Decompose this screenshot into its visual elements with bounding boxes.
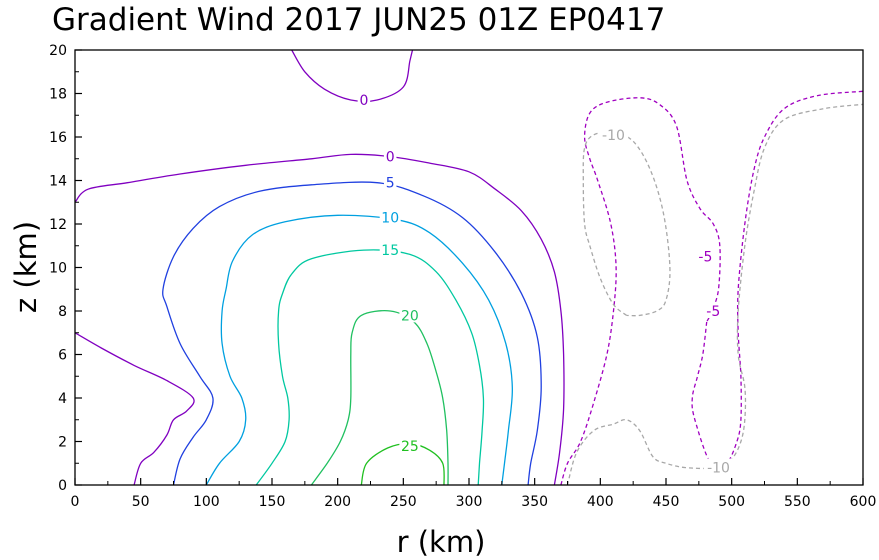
contour-line-5	[255, 249, 485, 485]
contour-label-bg-3	[383, 173, 397, 190]
x-tick-label-8: 400	[587, 494, 614, 510]
y-tick-label-2: 4	[58, 391, 67, 407]
x-axis-label: r (km)	[397, 525, 486, 559]
contour-label-8: -5	[698, 250, 712, 266]
contour-label-bg-11	[598, 125, 629, 142]
x-tick-label-1: 50	[132, 494, 150, 510]
contour-label-bg-7	[399, 436, 421, 453]
x-axis: 0 50 100 150 200 250 300 350 400 450 500 550 600	[71, 478, 877, 510]
contour-line-4	[205, 214, 513, 485]
contour-line-0	[75, 153, 565, 485]
contour-line-2	[291, 50, 414, 103]
x-tick-label-9: 450	[653, 494, 680, 510]
x-tick-label-7: 350	[521, 494, 548, 510]
contour-label-bg-0	[383, 147, 397, 164]
contour-label-4: 10	[381, 210, 399, 226]
y-tick-label-6: 12	[49, 217, 67, 233]
contour-layer	[75, 50, 863, 485]
y-tick-label-5: 10	[49, 261, 67, 277]
x-tick-label-11: 550	[784, 494, 811, 510]
contour-label-5: 15	[381, 243, 399, 259]
y-tick-label-9: 18	[49, 87, 67, 103]
x-tick-label-12: 600	[850, 494, 877, 510]
contour-label-bg-6	[399, 306, 421, 323]
contour-label-11: -10	[602, 128, 625, 144]
x-tick-label-5: 250	[390, 494, 417, 510]
chart-title: Gradient Wind 2017 JUN25 01Z EP0417	[52, 2, 665, 38]
contour-label-3: 5	[386, 176, 395, 192]
y-tick-label-10: 20	[49, 43, 67, 59]
x-tick-label-0: 0	[71, 494, 80, 510]
y-tick-label-0: 0	[58, 478, 67, 494]
x-tick-label-2: 100	[193, 494, 220, 510]
y-axis: 0 2 4 6 8 10 12 14 16 18 20	[49, 43, 82, 494]
contour-label-9: -5	[706, 304, 720, 320]
y-tick-label-7: 14	[49, 174, 67, 190]
contour-line-10	[566, 103, 863, 485]
x-tick-label-4: 200	[324, 494, 351, 510]
contour-label-10: -10	[707, 461, 730, 477]
contour-line-6	[310, 310, 449, 485]
y-axis-label: z (km)	[9, 221, 43, 313]
contour-label-bg-2	[357, 91, 371, 108]
contour-line-11	[582, 131, 671, 317]
contour-line-8	[560, 97, 721, 485]
x-tick-label-3: 150	[259, 494, 286, 510]
contour-label-bg-10	[703, 458, 734, 475]
y-tick-label-1: 2	[58, 435, 67, 451]
x-tick-label-6: 300	[456, 494, 483, 510]
y-tick-label-8: 16	[49, 130, 67, 146]
x-tick-label-10: 500	[718, 494, 745, 510]
contour-line-9	[691, 90, 863, 469]
y-tick-label-4: 8	[58, 304, 67, 320]
contour-label-bg-9	[702, 302, 724, 318]
contour-label-bg-4	[379, 208, 401, 225]
contour-line-1	[75, 332, 195, 485]
contour-line-3	[162, 181, 542, 485]
contour-label-layer: 0 0 5 10 15 20 25 -5 -5 -10 -10	[357, 91, 734, 477]
contour-label-0: 0	[386, 150, 395, 166]
contour-label-bg-8	[694, 247, 716, 264]
contour-label-6: 20	[401, 308, 419, 324]
y-tick-label-3: 6	[58, 348, 67, 364]
contour-label-2: 0	[359, 93, 368, 109]
contour-label-bg-5	[379, 241, 401, 258]
contour-label-7: 25	[401, 439, 419, 455]
